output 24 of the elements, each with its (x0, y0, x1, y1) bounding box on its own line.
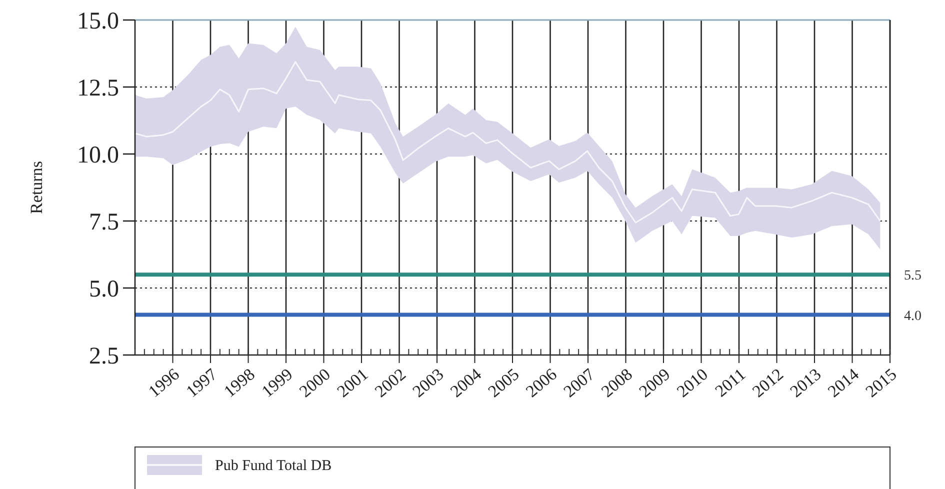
x-tick-label: 2002 (371, 364, 410, 402)
x-tick-label: 2000 (296, 364, 334, 402)
legend-label: Pub Fund Total DB (215, 458, 332, 474)
x-tick-label: 2009 (635, 364, 674, 402)
y-tick-label: 15.0 (77, 8, 119, 34)
line-series (134, 61, 881, 224)
y-tick-label: 7.5 (89, 209, 119, 236)
ref-line-label: 4.0 (904, 308, 922, 324)
x-tick-label: 2003 (408, 364, 448, 402)
x-tick-label: 2001 (333, 364, 372, 402)
x-tick-label: 1996 (144, 364, 183, 402)
ref-line-label: 5.5 (904, 268, 922, 284)
x-tick-label: 2013 (786, 364, 825, 402)
x-tick-label: 1998 (220, 364, 258, 402)
y-axis-title: Returns (27, 161, 46, 214)
x-tick-label: 2008 (598, 364, 636, 402)
y-tick-label: 2.5 (89, 343, 119, 370)
x-tick-label: 2010 (673, 364, 712, 402)
y-tick-label: 5.0 (89, 276, 119, 302)
x-tick-label: 2012 (748, 364, 787, 402)
x-tick-label: 1999 (258, 364, 296, 402)
y-tick-label: 10.0 (77, 142, 119, 168)
y-tick-label: 12.5 (77, 75, 119, 102)
x-tick-label: 2011 (711, 364, 750, 401)
